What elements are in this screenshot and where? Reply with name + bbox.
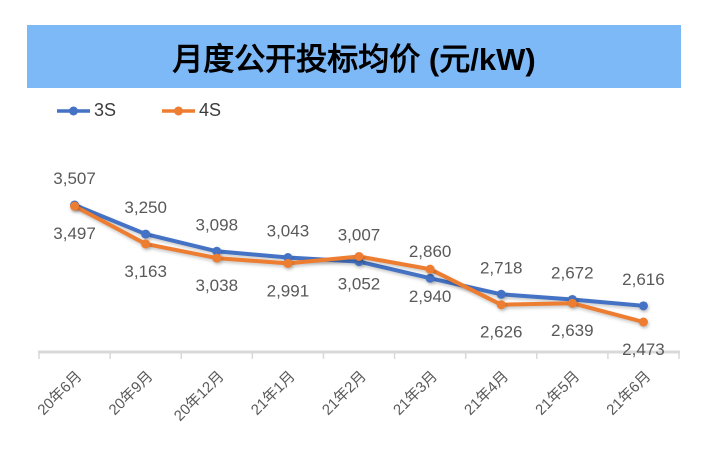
data-point-3S-9 bbox=[638, 301, 648, 311]
data-point-4S-1 bbox=[70, 201, 80, 211]
data-point-3S-7 bbox=[496, 289, 506, 299]
legend: 3S 4S bbox=[56, 100, 266, 121]
x-axis-label: 20年9月 bbox=[106, 368, 157, 419]
data-label-3S: 3,043 bbox=[267, 222, 310, 241]
data-point-4S-2 bbox=[141, 239, 151, 249]
x-axis-label: 21年5月 bbox=[532, 368, 583, 419]
legend-item-4s[interactable]: 4S bbox=[161, 100, 221, 121]
legend-marker-3s-icon bbox=[57, 106, 90, 115]
data-label-4S: 3,038 bbox=[196, 276, 239, 295]
data-point-4S-4 bbox=[283, 258, 293, 268]
chart-title-banner: 月度公开投标均价 (元/kW) bbox=[27, 25, 681, 88]
data-point-3S-2 bbox=[141, 229, 151, 239]
data-label-3S: 3,507 bbox=[53, 169, 96, 188]
data-label-3S: 3,098 bbox=[196, 215, 239, 234]
legend-label-3s: 3S bbox=[94, 100, 117, 120]
data-label-4S: 3,163 bbox=[124, 262, 167, 281]
data-point-4S-6 bbox=[425, 264, 435, 274]
data-point-3S-3 bbox=[212, 246, 222, 256]
data-label-4S: 2,940 bbox=[409, 287, 452, 306]
x-axis-label: 21年4月 bbox=[461, 368, 512, 419]
legend-marker-4s-icon bbox=[162, 106, 196, 115]
x-axis-label: 21年3月 bbox=[390, 368, 441, 419]
data-label-4S: 2,626 bbox=[480, 323, 523, 342]
chart-title: 月度公开投标均价 (元/kW) bbox=[172, 42, 536, 77]
data-label-3S: 2,860 bbox=[409, 242, 452, 261]
data-label-3S: 3,007 bbox=[338, 226, 381, 245]
x-axis-label: 21年1月 bbox=[248, 368, 299, 419]
data-point-4S-8 bbox=[567, 298, 577, 308]
x-axis-label: 20年12月 bbox=[171, 368, 228, 425]
data-label-4S: 3,052 bbox=[338, 274, 381, 293]
data-label-3S: 3,250 bbox=[124, 198, 167, 217]
data-point-4S-5 bbox=[354, 251, 364, 261]
data-label-4S: 2,991 bbox=[267, 281, 310, 300]
legend-item-3s[interactable]: 3S bbox=[56, 100, 116, 121]
data-label-3S: 2,718 bbox=[480, 258, 523, 277]
legend-label-4s: 4S bbox=[199, 100, 222, 120]
data-label-3S: 2,672 bbox=[551, 263, 594, 282]
data-point-4S-9 bbox=[638, 317, 648, 327]
data-point-4S-7 bbox=[496, 300, 506, 310]
data-label-4S: 2,639 bbox=[551, 321, 594, 340]
data-label-4S: 3,497 bbox=[53, 224, 96, 243]
x-axis-label: 21年6月 bbox=[603, 368, 654, 419]
data-point-4S-3 bbox=[212, 253, 222, 263]
data-label-4S: 2,473 bbox=[622, 340, 665, 359]
data-point-3S-6 bbox=[425, 273, 435, 283]
x-axis-label: 21年2月 bbox=[319, 368, 370, 419]
x-axis-label: 20年6月 bbox=[34, 368, 85, 419]
data-label-3S: 2,616 bbox=[622, 270, 665, 289]
